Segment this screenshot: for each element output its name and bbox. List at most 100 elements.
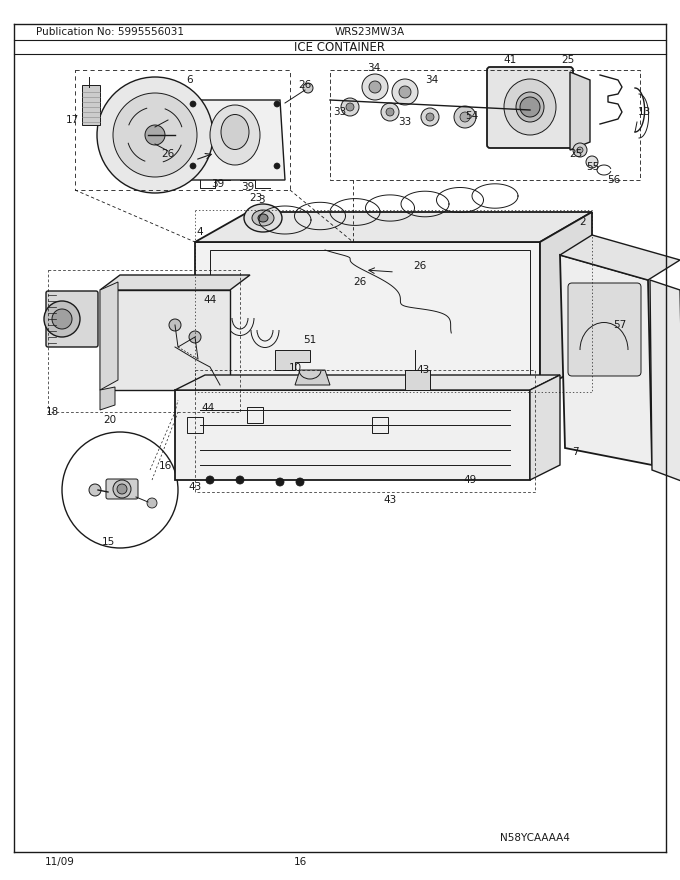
Text: 16: 16 bbox=[293, 857, 307, 867]
Circle shape bbox=[381, 103, 399, 121]
Polygon shape bbox=[570, 72, 590, 150]
Text: 34: 34 bbox=[426, 75, 439, 85]
Circle shape bbox=[206, 476, 214, 484]
Text: 39: 39 bbox=[241, 182, 254, 192]
Text: 49: 49 bbox=[463, 475, 477, 485]
Text: 26: 26 bbox=[354, 277, 367, 287]
Polygon shape bbox=[195, 242, 540, 390]
Text: 56: 56 bbox=[607, 175, 621, 185]
Circle shape bbox=[113, 480, 131, 498]
Text: 43: 43 bbox=[416, 365, 430, 375]
Ellipse shape bbox=[244, 204, 282, 232]
Text: 57: 57 bbox=[613, 320, 627, 330]
Circle shape bbox=[386, 108, 394, 116]
Text: 26: 26 bbox=[161, 149, 175, 159]
Text: 54: 54 bbox=[465, 111, 479, 121]
Polygon shape bbox=[650, 280, 680, 482]
Text: 33: 33 bbox=[333, 107, 347, 117]
Text: 4: 4 bbox=[197, 227, 203, 237]
Circle shape bbox=[460, 112, 470, 122]
Text: 16: 16 bbox=[158, 461, 171, 471]
Polygon shape bbox=[100, 282, 118, 390]
Polygon shape bbox=[405, 370, 430, 390]
Circle shape bbox=[454, 106, 476, 128]
Text: 44: 44 bbox=[203, 295, 217, 305]
Circle shape bbox=[296, 478, 304, 486]
Polygon shape bbox=[100, 387, 115, 410]
Circle shape bbox=[62, 432, 178, 548]
Text: 13: 13 bbox=[637, 107, 651, 117]
Text: 34: 34 bbox=[367, 63, 381, 73]
Text: 26: 26 bbox=[299, 80, 311, 90]
Text: 10: 10 bbox=[288, 363, 301, 373]
Text: 20: 20 bbox=[103, 415, 116, 425]
Polygon shape bbox=[540, 212, 592, 390]
Circle shape bbox=[89, 484, 101, 496]
Text: 18: 18 bbox=[46, 407, 58, 417]
Text: 6: 6 bbox=[187, 75, 193, 85]
Circle shape bbox=[369, 81, 381, 93]
Circle shape bbox=[190, 163, 196, 169]
Circle shape bbox=[362, 74, 388, 100]
Circle shape bbox=[346, 103, 354, 111]
Circle shape bbox=[586, 156, 598, 168]
FancyBboxPatch shape bbox=[106, 479, 138, 499]
Polygon shape bbox=[195, 212, 592, 242]
FancyBboxPatch shape bbox=[487, 67, 573, 148]
Text: 2: 2 bbox=[579, 217, 586, 227]
Circle shape bbox=[97, 77, 213, 193]
Circle shape bbox=[44, 301, 80, 337]
Ellipse shape bbox=[252, 210, 274, 226]
Circle shape bbox=[274, 101, 280, 107]
Circle shape bbox=[341, 98, 359, 116]
Circle shape bbox=[190, 101, 196, 107]
Ellipse shape bbox=[516, 92, 544, 122]
Text: 51: 51 bbox=[303, 335, 317, 345]
Text: 43: 43 bbox=[384, 495, 396, 505]
Circle shape bbox=[573, 143, 587, 157]
Text: 7: 7 bbox=[572, 447, 578, 457]
Circle shape bbox=[145, 125, 165, 145]
Text: 41: 41 bbox=[503, 55, 517, 65]
Polygon shape bbox=[175, 100, 285, 180]
Circle shape bbox=[189, 331, 201, 343]
Circle shape bbox=[52, 309, 72, 329]
Text: 11/09: 11/09 bbox=[45, 857, 75, 867]
Text: ICE CONTAINER: ICE CONTAINER bbox=[294, 40, 386, 54]
Text: 25: 25 bbox=[562, 55, 575, 65]
Text: 44: 44 bbox=[201, 403, 215, 413]
Polygon shape bbox=[82, 85, 100, 125]
Polygon shape bbox=[175, 375, 560, 390]
Polygon shape bbox=[530, 375, 560, 480]
Text: 15: 15 bbox=[101, 537, 115, 547]
Circle shape bbox=[520, 97, 540, 117]
Text: 26: 26 bbox=[413, 261, 426, 271]
Text: WRS23MW3A: WRS23MW3A bbox=[335, 27, 405, 37]
Circle shape bbox=[399, 86, 411, 98]
Circle shape bbox=[276, 478, 284, 486]
Polygon shape bbox=[560, 255, 652, 465]
Polygon shape bbox=[100, 275, 250, 290]
Circle shape bbox=[426, 113, 434, 121]
Ellipse shape bbox=[221, 114, 249, 150]
Text: N58YCAAAA4: N58YCAAAA4 bbox=[500, 833, 570, 843]
FancyBboxPatch shape bbox=[46, 291, 98, 347]
Circle shape bbox=[274, 163, 280, 169]
FancyBboxPatch shape bbox=[568, 283, 641, 376]
Text: 25: 25 bbox=[569, 149, 583, 159]
Circle shape bbox=[392, 79, 418, 105]
Text: 3: 3 bbox=[258, 195, 265, 205]
Polygon shape bbox=[295, 370, 330, 385]
Circle shape bbox=[421, 108, 439, 126]
Text: 55: 55 bbox=[586, 162, 600, 172]
Text: Publication No: 5995556031: Publication No: 5995556031 bbox=[36, 27, 184, 37]
Circle shape bbox=[147, 498, 157, 508]
Text: 33: 33 bbox=[398, 117, 411, 127]
Text: 23: 23 bbox=[250, 193, 262, 203]
Circle shape bbox=[236, 476, 244, 484]
Circle shape bbox=[577, 147, 583, 153]
Text: 17: 17 bbox=[65, 115, 79, 125]
Polygon shape bbox=[275, 350, 310, 370]
Text: 43: 43 bbox=[188, 482, 202, 492]
Polygon shape bbox=[560, 235, 680, 280]
